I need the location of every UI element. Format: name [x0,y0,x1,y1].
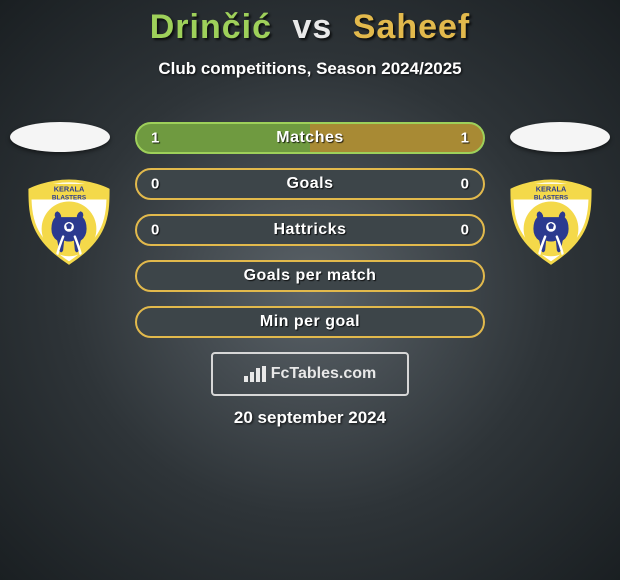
player2-avatar [510,122,610,152]
stat-label: Goals per match [137,267,483,285]
player1-club-crest: KERALA BLASTERS [20,178,118,266]
player1-name: Drinčić [150,8,272,46]
stat-row: 0Hattricks0 [135,214,485,246]
stat-row: 0Goals0 [135,168,485,200]
player2-club-crest: KERALA BLASTERS [502,178,600,266]
bar-chart-icon [244,366,266,382]
vs-text: vs [282,8,342,46]
svg-text:BLASTERS: BLASTERS [534,195,568,202]
stat-row: Goals per match [135,260,485,292]
brand-text: FcTables.com [271,365,377,383]
stats-container: 1Matches10Goals00Hattricks0Goals per mat… [135,122,485,352]
comparison-card: Drinčić vs Saheef Club competitions, Sea… [0,0,620,580]
player2-name: Saheef [353,8,471,46]
player1-avatar [10,122,110,152]
stat-row: Min per goal [135,306,485,338]
stat-label: Min per goal [137,313,483,331]
subtitle: Club competitions, Season 2024/2025 [0,59,620,79]
stat-right-value: 0 [461,176,469,193]
brand-box: FcTables.com [211,352,409,396]
date-text: 20 september 2024 [0,408,620,428]
svg-text:KERALA: KERALA [54,185,85,194]
stat-label: Goals [137,175,483,193]
svg-text:BLASTERS: BLASTERS [52,195,86,202]
stat-row: 1Matches1 [135,122,485,154]
stat-label: Matches [137,129,483,147]
stat-right-value: 0 [461,222,469,239]
svg-text:KERALA: KERALA [536,185,567,194]
stat-label: Hattricks [137,221,483,239]
stat-right-value: 1 [461,130,469,147]
title: Drinčić vs Saheef [0,0,620,47]
